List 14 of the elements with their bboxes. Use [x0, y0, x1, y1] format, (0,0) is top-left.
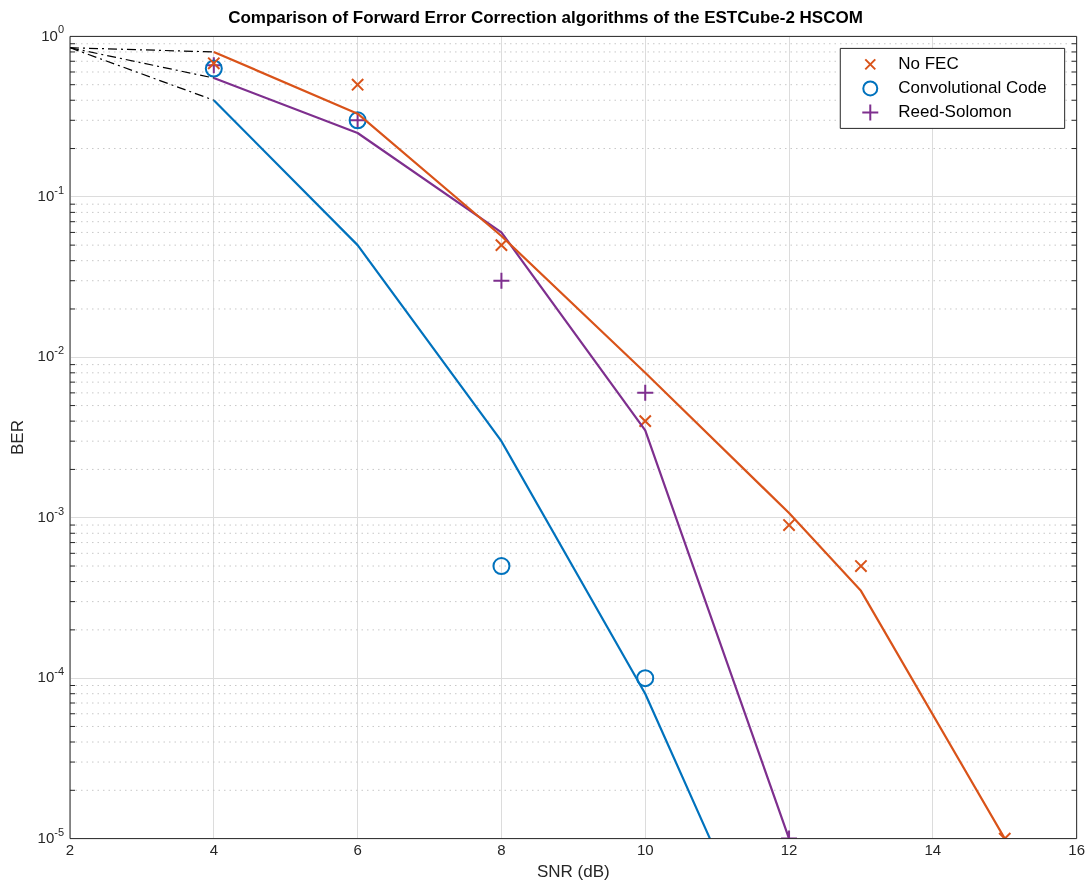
chart-title: Comparison of Forward Error Correction algorithms of the ESTCube-2 HSCOM — [228, 7, 863, 27]
x-tick-label: 4 — [209, 840, 218, 858]
x-tick-label: 10 — [636, 840, 654, 858]
x-axis-title: SNR (dB) — [536, 862, 610, 882]
x-tick-label: 8 — [497, 840, 506, 858]
y-axis-title: BER — [7, 420, 27, 455]
legend-label: Reed-Solomon — [898, 102, 1012, 122]
x-tick-label: 12 — [780, 840, 798, 858]
x-tick-label: 16 — [1068, 840, 1085, 858]
legend-label: No FEC — [898, 54, 959, 74]
x-tick-label: 2 — [65, 840, 75, 858]
legend-label: Convolutional Code — [898, 78, 1047, 98]
x-tick-label: 14 — [924, 840, 942, 858]
x-tick-label: 6 — [353, 840, 362, 858]
